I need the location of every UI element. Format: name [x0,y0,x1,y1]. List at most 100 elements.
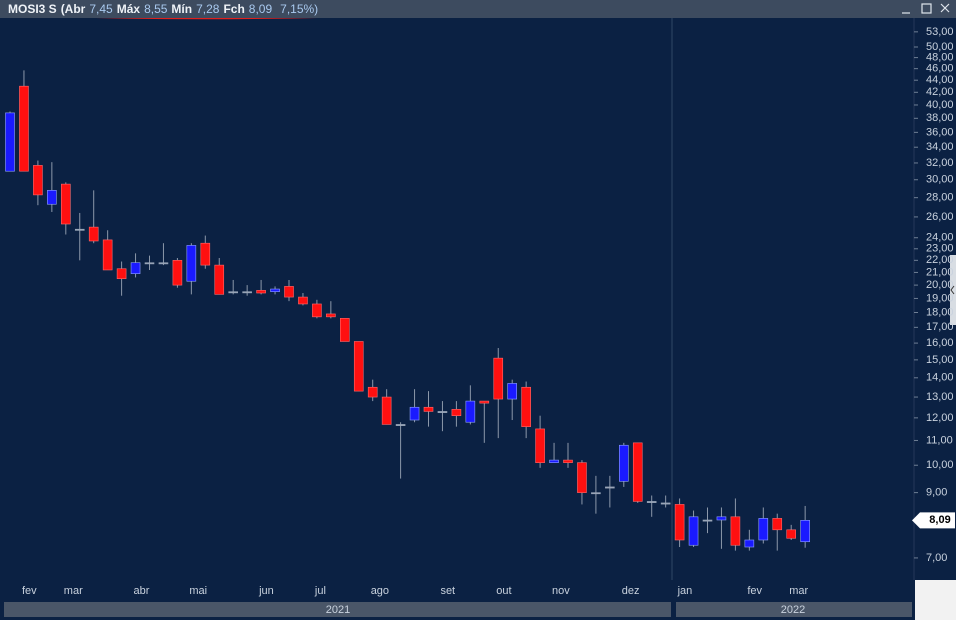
candle-body [298,296,308,305]
x-tick-label: jan [677,585,693,597]
candle-body [214,264,225,295]
candle-body [116,268,127,279]
candle-body [158,262,169,265]
field-value: 8,09 [248,2,273,16]
year-label: 2021 [326,604,350,616]
x-tick-label: fev [747,585,762,597]
last-price-label: 8,09 [929,514,950,526]
y-tick-label: 23,00 [926,243,954,255]
side-handle[interactable] [950,255,956,325]
candle-body [33,165,43,196]
y-tick-label: 42,00 [926,86,954,98]
candle-body [367,386,378,398]
x-tick-label: out [496,585,511,597]
change: 7,15%) [280,2,319,16]
y-tick-label: 46,00 [926,63,954,75]
candle-body [702,519,713,522]
candle-body [47,190,57,205]
candle-body [102,239,113,271]
x-tick-label: abr [134,585,150,597]
candle-body [256,290,266,294]
symbol: MOSI3 S [8,2,57,16]
y-tick-label: 40,00 [926,99,954,111]
y-tick-label: 7,00 [926,552,947,564]
y-tick-label: 34,00 [926,141,954,153]
candle-body [730,516,741,546]
candle-body [172,260,183,286]
candle-body [549,459,559,463]
candle-body [618,444,629,482]
field-label: (Abr [60,2,86,16]
candle-body [493,357,504,400]
x-tick-label: jun [258,585,274,597]
candle-body [19,85,29,172]
candle-body [507,383,518,400]
candle-body [200,242,211,266]
y-tick-label: 9,00 [926,487,947,499]
candle-body [353,341,364,392]
candle-body [632,442,643,502]
candle-body [674,504,685,541]
candle-body [660,502,671,505]
y-tick-label: 44,00 [926,74,954,86]
y-tick-label: 10,00 [926,459,954,471]
candle-body [786,529,797,539]
close-button[interactable] [940,3,950,13]
field-value: 7,28 [196,2,220,16]
candle-body [521,386,531,427]
candle-body [451,409,462,416]
candle-body [186,245,197,282]
candle-body [772,518,783,531]
window-buttons [902,3,950,14]
y-tick-label: 50,00 [926,41,954,53]
y-tick-label: 18,00 [926,306,954,318]
y-tick-label: 21,00 [926,266,954,278]
y-tick-label: 19,00 [926,292,954,304]
x-tick-label: mai [189,585,207,597]
candle-body [479,400,490,404]
candle-body [228,291,238,294]
field-label: Fch [223,2,245,16]
candle-body [605,486,615,489]
candle-body [74,228,85,231]
y-tick-label: 48,00 [926,52,954,64]
candle-body [535,428,545,463]
x-tick-label: mar [64,585,83,597]
y-tick-label: 36,00 [926,126,954,138]
corner [915,580,956,620]
field-label: Máx [116,2,141,16]
y-tick-label: 26,00 [926,211,954,223]
x-tick-label: jul [314,585,326,597]
candle-body [800,520,810,543]
candle-body [437,411,448,413]
x-tick-label: ago [371,585,389,597]
candle-body [284,286,294,298]
y-tick-label: 28,00 [926,192,954,204]
candle-body [646,501,657,503]
candle-body [591,492,601,495]
candle-body [242,291,252,294]
y-tick-label: 22,00 [926,254,954,266]
candle-body [326,313,336,318]
x-tick-label: nov [552,585,570,597]
candle-body [688,516,699,546]
candle-body [130,262,141,274]
year-bar [676,602,912,617]
candle-body [716,516,727,521]
candle-body [5,112,15,172]
y-tick-label: 24,00 [926,232,954,244]
y-tick-label: 32,00 [926,157,954,169]
y-tick-label: 13,00 [926,391,954,403]
candle-body [744,539,755,548]
y-tick-label: 38,00 [926,112,954,124]
maximize-button[interactable] [921,3,932,14]
candle-body [563,459,573,463]
candle-body [60,183,71,225]
x-tick-label: fev [22,585,37,597]
x-tick-label: mar [789,585,808,597]
header: MOSI3 S (Abr 7,45 Máx 8,55 Mín 7,28 Fch … [0,0,956,18]
y-tick-label: 30,00 [926,174,954,186]
